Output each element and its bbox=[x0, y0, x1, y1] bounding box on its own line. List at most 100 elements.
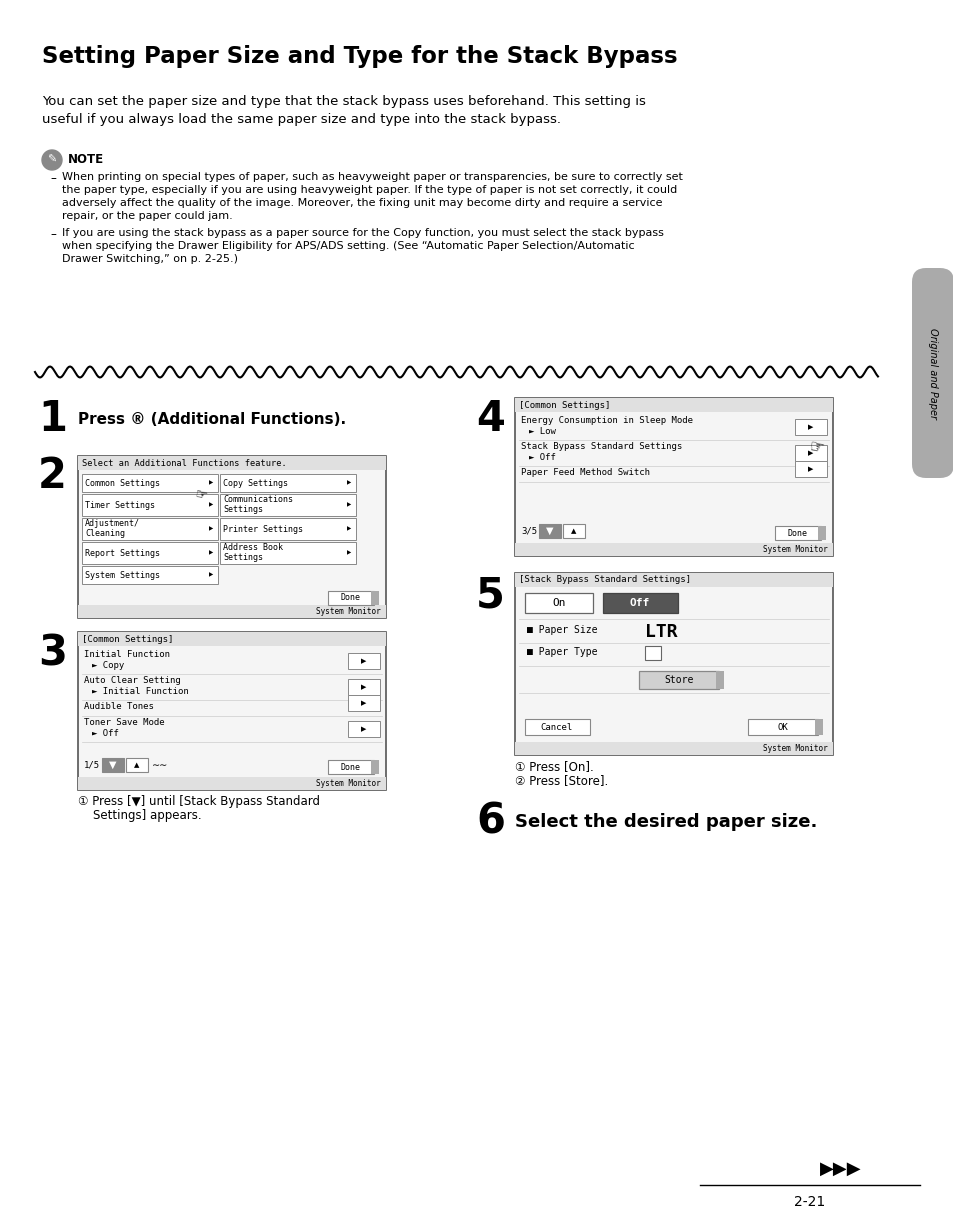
Circle shape bbox=[42, 150, 62, 171]
Bar bbox=[78, 632, 386, 790]
Text: [Common Settings]: [Common Settings] bbox=[518, 400, 610, 410]
Bar bbox=[220, 474, 355, 492]
Bar bbox=[716, 671, 723, 690]
Text: OK: OK bbox=[777, 723, 787, 731]
Text: Audible Tones: Audible Tones bbox=[84, 702, 153, 710]
Text: ② Press [Store].: ② Press [Store]. bbox=[515, 774, 608, 787]
Text: Paper Feed Method Switch: Paper Feed Method Switch bbox=[520, 467, 649, 477]
Text: System Monitor: System Monitor bbox=[762, 545, 827, 555]
Bar bbox=[562, 524, 584, 537]
Text: ► Off: ► Off bbox=[91, 729, 119, 737]
Text: the paper type, especially if you are using heavyweight paper. If the type of pa: the paper type, especially if you are us… bbox=[62, 185, 677, 195]
Text: ► Copy: ► Copy bbox=[91, 661, 124, 670]
Text: Address Book: Address Book bbox=[223, 544, 283, 552]
Bar bbox=[78, 605, 386, 618]
Text: Original and Paper: Original and Paper bbox=[927, 328, 937, 418]
Text: 1: 1 bbox=[38, 398, 67, 440]
Text: when specifying the Drawer Eligibility for APS/ADS setting. (See “Automatic Pape: when specifying the Drawer Eligibility f… bbox=[62, 240, 634, 252]
Bar bbox=[747, 719, 817, 735]
Text: ▶: ▶ bbox=[346, 526, 351, 531]
Text: ▶: ▶ bbox=[361, 699, 366, 706]
Text: Common Settings: Common Settings bbox=[85, 479, 160, 487]
Text: ■ Paper Size: ■ Paper Size bbox=[526, 625, 597, 636]
Text: Initial Function: Initial Function bbox=[84, 650, 170, 659]
Text: useful if you always load the same paper size and type into the stack bypass.: useful if you always load the same paper… bbox=[42, 113, 560, 126]
Text: Report Settings: Report Settings bbox=[85, 548, 160, 557]
Text: ∼∼: ∼∼ bbox=[152, 760, 168, 771]
Text: ① Press [On].: ① Press [On]. bbox=[515, 760, 593, 773]
Bar bbox=[515, 742, 832, 755]
Text: Setting Paper Size and Type for the Stack Bypass: Setting Paper Size and Type for the Stac… bbox=[42, 45, 677, 67]
Text: ▶: ▶ bbox=[346, 503, 351, 508]
Text: ■ Paper Type: ■ Paper Type bbox=[526, 647, 597, 656]
Text: Communications: Communications bbox=[223, 496, 293, 504]
Text: System Monitor: System Monitor bbox=[315, 779, 380, 788]
Text: Done: Done bbox=[340, 594, 360, 602]
Text: ▶: ▶ bbox=[209, 481, 213, 486]
Bar bbox=[82, 542, 218, 564]
Bar bbox=[602, 593, 678, 614]
Text: Settings: Settings bbox=[223, 506, 263, 514]
Text: ☞: ☞ bbox=[193, 486, 208, 502]
Text: [Common Settings]: [Common Settings] bbox=[82, 634, 173, 643]
Text: LTR: LTR bbox=[644, 623, 677, 640]
Text: ▼: ▼ bbox=[110, 760, 116, 771]
Text: System Settings: System Settings bbox=[85, 571, 160, 579]
Bar bbox=[348, 679, 379, 694]
Text: ▶: ▶ bbox=[346, 481, 351, 486]
Bar bbox=[82, 494, 218, 517]
Bar bbox=[817, 526, 825, 540]
Bar bbox=[348, 653, 379, 669]
Bar bbox=[371, 591, 378, 605]
Text: ▶: ▶ bbox=[209, 551, 213, 556]
Text: Timer Settings: Timer Settings bbox=[85, 501, 154, 509]
Bar bbox=[515, 398, 832, 412]
Text: ▶: ▶ bbox=[807, 450, 813, 456]
Bar bbox=[348, 694, 379, 710]
Bar bbox=[328, 760, 374, 774]
Text: ▶: ▶ bbox=[361, 658, 366, 664]
Bar bbox=[220, 518, 355, 540]
Text: Stack Bypass Standard Settings: Stack Bypass Standard Settings bbox=[520, 442, 681, 452]
Text: Done: Done bbox=[340, 762, 360, 772]
Text: –: – bbox=[50, 172, 56, 185]
Bar bbox=[794, 418, 826, 436]
Text: 3: 3 bbox=[38, 632, 67, 674]
Bar bbox=[814, 719, 822, 735]
Bar bbox=[78, 632, 386, 645]
Text: ► Initial Function: ► Initial Function bbox=[91, 687, 189, 696]
Text: Select the desired paper size.: Select the desired paper size. bbox=[515, 814, 817, 831]
Text: ▲: ▲ bbox=[571, 528, 576, 534]
Text: ▶: ▶ bbox=[209, 573, 213, 578]
Bar bbox=[82, 566, 218, 584]
Text: Energy Consumption in Sleep Mode: Energy Consumption in Sleep Mode bbox=[520, 416, 692, 425]
Text: ▲: ▲ bbox=[134, 762, 139, 768]
Text: When printing on special types of paper, such as heavyweight paper or transparen: When printing on special types of paper,… bbox=[62, 172, 682, 182]
Text: Store: Store bbox=[663, 675, 693, 685]
Bar bbox=[515, 573, 832, 755]
Text: ▼: ▼ bbox=[546, 526, 553, 536]
Bar bbox=[794, 461, 826, 477]
Text: ▶: ▶ bbox=[361, 683, 366, 690]
Bar bbox=[328, 591, 374, 605]
Text: repair, or the paper could jam.: repair, or the paper could jam. bbox=[62, 211, 233, 221]
Text: Select an Additional Functions feature.: Select an Additional Functions feature. bbox=[82, 459, 287, 467]
Bar bbox=[102, 758, 124, 772]
FancyBboxPatch shape bbox=[911, 267, 953, 479]
Text: Cancel: Cancel bbox=[540, 723, 573, 731]
Bar bbox=[78, 456, 386, 618]
Bar bbox=[82, 518, 218, 540]
Text: 2: 2 bbox=[38, 455, 67, 497]
Text: Done: Done bbox=[787, 529, 807, 537]
Text: Auto Clear Setting: Auto Clear Setting bbox=[84, 676, 180, 685]
Bar bbox=[524, 719, 589, 735]
Text: Settings: Settings bbox=[223, 553, 263, 562]
Text: ✎: ✎ bbox=[48, 155, 56, 164]
Text: Toner Save Mode: Toner Save Mode bbox=[84, 718, 165, 728]
Bar bbox=[82, 474, 218, 492]
Text: ▶: ▶ bbox=[361, 726, 366, 733]
Text: System Monitor: System Monitor bbox=[315, 607, 380, 616]
Text: NOTE: NOTE bbox=[68, 153, 104, 166]
Text: ▶: ▶ bbox=[346, 551, 351, 556]
Bar bbox=[220, 494, 355, 517]
